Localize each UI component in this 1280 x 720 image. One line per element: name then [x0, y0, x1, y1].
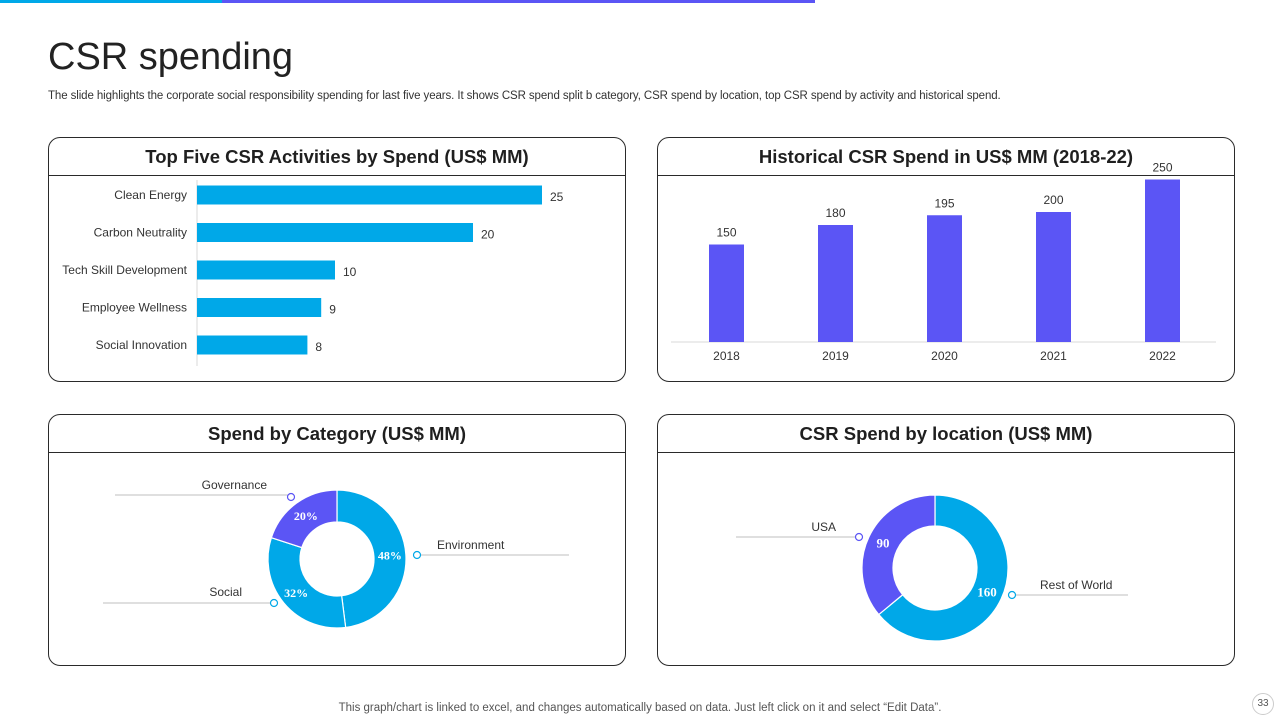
activities-chart-panel[interactable]: Top Five CSR Activities by Spend (US$ MM…: [48, 137, 626, 382]
category-label-clean-energy: Clean Energy: [114, 188, 187, 202]
slice-value-governance: 20%: [294, 509, 318, 523]
bar-2020: [927, 215, 962, 342]
category-chart-title: Spend by Category (US$ MM): [49, 415, 625, 453]
slice-value-rest-of-world: 160: [977, 584, 997, 599]
slice-value-social: 32%: [284, 586, 308, 600]
footer-note: This graph/chart is linked to excel, and…: [338, 702, 942, 714]
activities-bar-chart: Clean Energy 25 Carbon Neutrality 20 Tech Sk…: [62, 180, 564, 366]
slice-label-rest-of-world: Rest of World: [1040, 578, 1112, 592]
data-label-social-innovation: 8: [315, 340, 322, 354]
bar-carbon-neutrality: [197, 223, 473, 242]
activities-chart-title: Top Five CSR Activities by Spend (US$ MM…: [49, 138, 625, 176]
slice-label-usa: USA: [811, 520, 836, 534]
bar-2021: [1036, 212, 1071, 342]
tick-label-2021: 2021: [1040, 349, 1067, 363]
location-chart-panel[interactable]: CSR Spend by location (US$ MM) 160 Rest o…: [657, 414, 1235, 666]
slice-label-environment: Environment: [437, 538, 505, 552]
leader-marker-usa: [854, 532, 864, 542]
slice-social: [267, 536, 347, 629]
slice-usa: [861, 494, 936, 616]
bar-2019: [818, 225, 853, 342]
leader-marker-environment: [412, 550, 422, 560]
slice-label-social: Social: [209, 585, 242, 599]
category-label-tech-skill-development: Tech Skill Development: [62, 263, 187, 277]
data-label-employee-wellness: 9: [329, 303, 336, 317]
slice-rest-of-world: [877, 494, 1009, 642]
page-number: 33: [1252, 693, 1274, 715]
slice-environment: [336, 489, 407, 629]
historical-bar-chart: 150 2018 180 2019 195 2020 200 2021 250 2022: [671, 161, 1216, 363]
data-label-clean-energy: 25: [550, 190, 564, 204]
tick-label-2020: 2020: [931, 349, 958, 363]
slice-label-governance: Governance: [202, 478, 268, 492]
page-subtitle: The slide highlights the corporate socia…: [48, 90, 1001, 102]
leader-marker-social: [269, 598, 279, 608]
slice-governance: [270, 489, 338, 549]
location-donut-chart: 160 Rest of World 90 USA: [736, 494, 1128, 642]
bar-employee-wellness: [197, 298, 322, 317]
data-label-2020: 195: [934, 196, 954, 210]
top-accent-bar-blue: [0, 0, 222, 3]
tick-label-2022: 2022: [1149, 349, 1176, 363]
category-donut-chart: 48% Environment 32% Social 20% Governance: [103, 478, 569, 629]
data-label-tech-skill-development: 10: [343, 265, 357, 279]
tick-label-2018: 2018: [713, 349, 740, 363]
data-label-carbon-neutrality: 20: [481, 228, 495, 242]
slice-value-environment: 48%: [378, 549, 402, 563]
category-label-carbon-neutrality: Carbon Neutrality: [94, 226, 187, 240]
bar-2022: [1145, 179, 1180, 342]
bar-clean-energy: [197, 185, 542, 205]
data-label-2021: 200: [1043, 193, 1063, 207]
leader-marker-rest-of-world: [1007, 590, 1017, 600]
bar-social-innovation: [197, 335, 308, 355]
location-chart-title: CSR Spend by location (US$ MM): [658, 415, 1234, 453]
historical-chart-title: Historical CSR Spend in US$ MM (2018-22): [658, 138, 1234, 176]
slice-value-usa: 90: [876, 536, 889, 551]
leader-marker-governance: [286, 492, 296, 502]
top-accent-bar-purple: [222, 0, 815, 3]
category-chart-panel[interactable]: Spend by Category (US$ MM) 48% Environmen…: [48, 414, 626, 666]
bar-2018: [709, 244, 744, 342]
category-label-social-innovation: Social Innovation: [96, 338, 187, 352]
bar-tech-skill-development: [197, 260, 335, 280]
page-title: CSR spending: [48, 36, 294, 78]
data-label-2019: 180: [825, 206, 845, 220]
data-label-2018: 150: [716, 226, 736, 240]
tick-label-2019: 2019: [822, 349, 849, 363]
category-label-employee-wellness: Employee Wellness: [82, 301, 187, 315]
data-label-2022: 250: [1152, 161, 1172, 175]
historical-chart-panel[interactable]: Historical CSR Spend in US$ MM (2018-22)…: [657, 137, 1235, 382]
